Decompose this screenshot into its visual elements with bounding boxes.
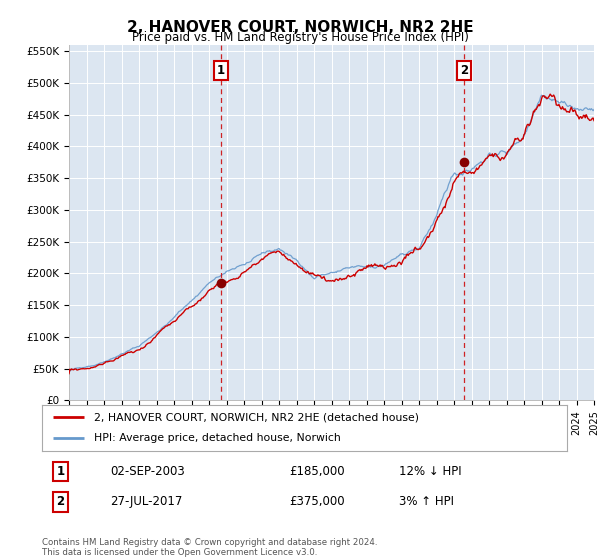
Text: 2, HANOVER COURT, NORWICH, NR2 2HE: 2, HANOVER COURT, NORWICH, NR2 2HE	[127, 20, 473, 35]
Text: £375,000: £375,000	[289, 496, 344, 508]
Text: Contains HM Land Registry data © Crown copyright and database right 2024.
This d: Contains HM Land Registry data © Crown c…	[42, 538, 377, 557]
Text: 2, HANOVER COURT, NORWICH, NR2 2HE (detached house): 2, HANOVER COURT, NORWICH, NR2 2HE (deta…	[95, 412, 419, 422]
Text: 1: 1	[217, 64, 225, 77]
Text: Price paid vs. HM Land Registry's House Price Index (HPI): Price paid vs. HM Land Registry's House …	[131, 31, 469, 44]
Text: 12% ↓ HPI: 12% ↓ HPI	[399, 465, 461, 478]
Text: £185,000: £185,000	[289, 465, 344, 478]
Text: 3% ↑ HPI: 3% ↑ HPI	[399, 496, 454, 508]
Text: 02-SEP-2003: 02-SEP-2003	[110, 465, 185, 478]
Text: 27-JUL-2017: 27-JUL-2017	[110, 496, 182, 508]
Text: HPI: Average price, detached house, Norwich: HPI: Average price, detached house, Norw…	[95, 433, 341, 444]
Text: 1: 1	[56, 465, 64, 478]
Text: 2: 2	[56, 496, 64, 508]
Text: 2: 2	[460, 64, 468, 77]
